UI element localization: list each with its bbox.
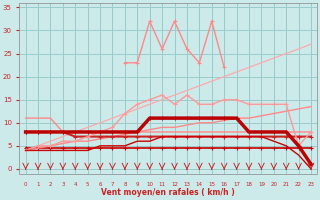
X-axis label: Vent moyen/en rafales ( km/h ): Vent moyen/en rafales ( km/h ) [101,188,235,197]
